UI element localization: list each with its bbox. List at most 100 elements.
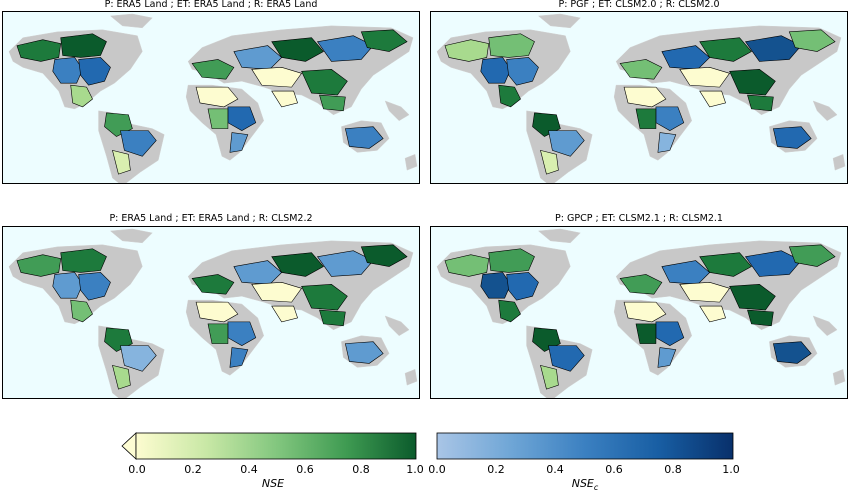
basin [540,149,559,175]
basin [120,345,157,372]
basin [301,284,348,311]
colorbar-nse-tick: 0.8 [352,463,370,476]
basin [360,29,408,52]
colorbar-nse-tick: 0.6 [296,463,314,476]
colorbar-nsec [436,432,734,460]
basin [78,57,111,86]
world-map [436,228,846,398]
land-nodata [832,368,846,386]
map-panel-4 [430,226,848,399]
basin [788,244,836,267]
land-nodata [812,100,838,122]
basin [112,149,131,175]
basin [744,35,802,62]
basin [229,347,249,368]
basin [488,248,535,273]
panel-title-4: P: GPCP ; ET: CLSM2.1 ; R: CLSM2.1 [555,213,723,224]
basin [623,86,667,108]
basin [120,130,157,157]
basin [488,33,535,58]
colorbar-nsec-tick: 0.6 [605,463,623,476]
basin [699,37,752,62]
colorbar-nse-tick: 1.0 [406,463,424,476]
basin [344,341,384,364]
basin [112,364,131,390]
basin [747,309,774,327]
basin [60,33,107,58]
basin [540,364,559,390]
basin [16,39,62,62]
land-nodata [109,228,153,244]
land-nodata [537,228,581,244]
colorbar-nsec-tick: 0.4 [546,463,564,476]
basin [271,305,298,323]
basin [207,108,229,129]
basin [360,244,408,267]
basin [344,126,384,149]
basin [16,254,62,277]
basin [52,57,83,84]
colorbar-nse-label: NSE [261,477,285,490]
basin [316,35,374,62]
basin [233,45,283,70]
basin [635,108,657,129]
basin [699,305,726,323]
basin [619,274,663,295]
basin [619,59,663,80]
map-panel-1 [2,11,420,184]
colorbar-nsec-tick: 0.2 [487,463,505,476]
basin [316,250,374,277]
basin [480,57,511,84]
colorbar-nsec-bar [436,432,734,460]
map-panel-3 [2,226,420,399]
basin [548,130,585,157]
basin [657,347,677,368]
basin [506,272,539,301]
basin [191,59,235,80]
basin [657,132,677,153]
panel-title-2: P: PGF ; ET: CLSM2.0 ; R: CLSM2.0 [558,0,720,10]
basin [506,57,539,86]
basin [661,45,711,70]
colorbar-nse-tick: 0.4 [240,463,258,476]
basin [191,274,235,295]
world-map [436,13,846,183]
basin [70,84,93,108]
basin [251,67,303,88]
land-nodata [404,368,418,386]
basin [251,282,303,303]
basin [623,301,667,323]
basin [699,90,726,108]
land-nodata [832,153,846,171]
basin [498,84,521,108]
land-nodata [384,100,410,122]
land-nodata [384,315,410,337]
basin [229,132,249,153]
basin [319,94,346,112]
colorbar-nsec-label-sub: c [593,483,599,493]
colorbar-nsec-tick: 0.0 [428,463,446,476]
panel-title-1: P: ERA5 Land ; ET: ERA5 Land ; R: ERA5 L… [104,0,318,10]
panel-title-3: P: ERA5 Land ; ET: ERA5 Land ; R: CLSM2.… [109,213,313,224]
colorbar-nse-bar [135,432,417,460]
map-panel-2 [430,11,848,184]
basin [444,39,490,62]
basin [195,301,239,323]
world-map [8,13,418,183]
basin [319,309,346,327]
land-nodata [812,315,838,337]
land-nodata [109,13,153,29]
basin [271,90,298,108]
basin [699,252,752,277]
basin [271,37,324,62]
basin [207,323,229,344]
colorbar-nsec-tick: 1.0 [722,463,740,476]
basin [747,94,774,112]
world-map [8,228,418,398]
basin [301,69,348,96]
basin [772,341,812,364]
colorbar-nsec-tick: 0.8 [664,463,682,476]
basin [444,254,490,277]
basin [635,323,657,344]
basin [52,272,83,299]
